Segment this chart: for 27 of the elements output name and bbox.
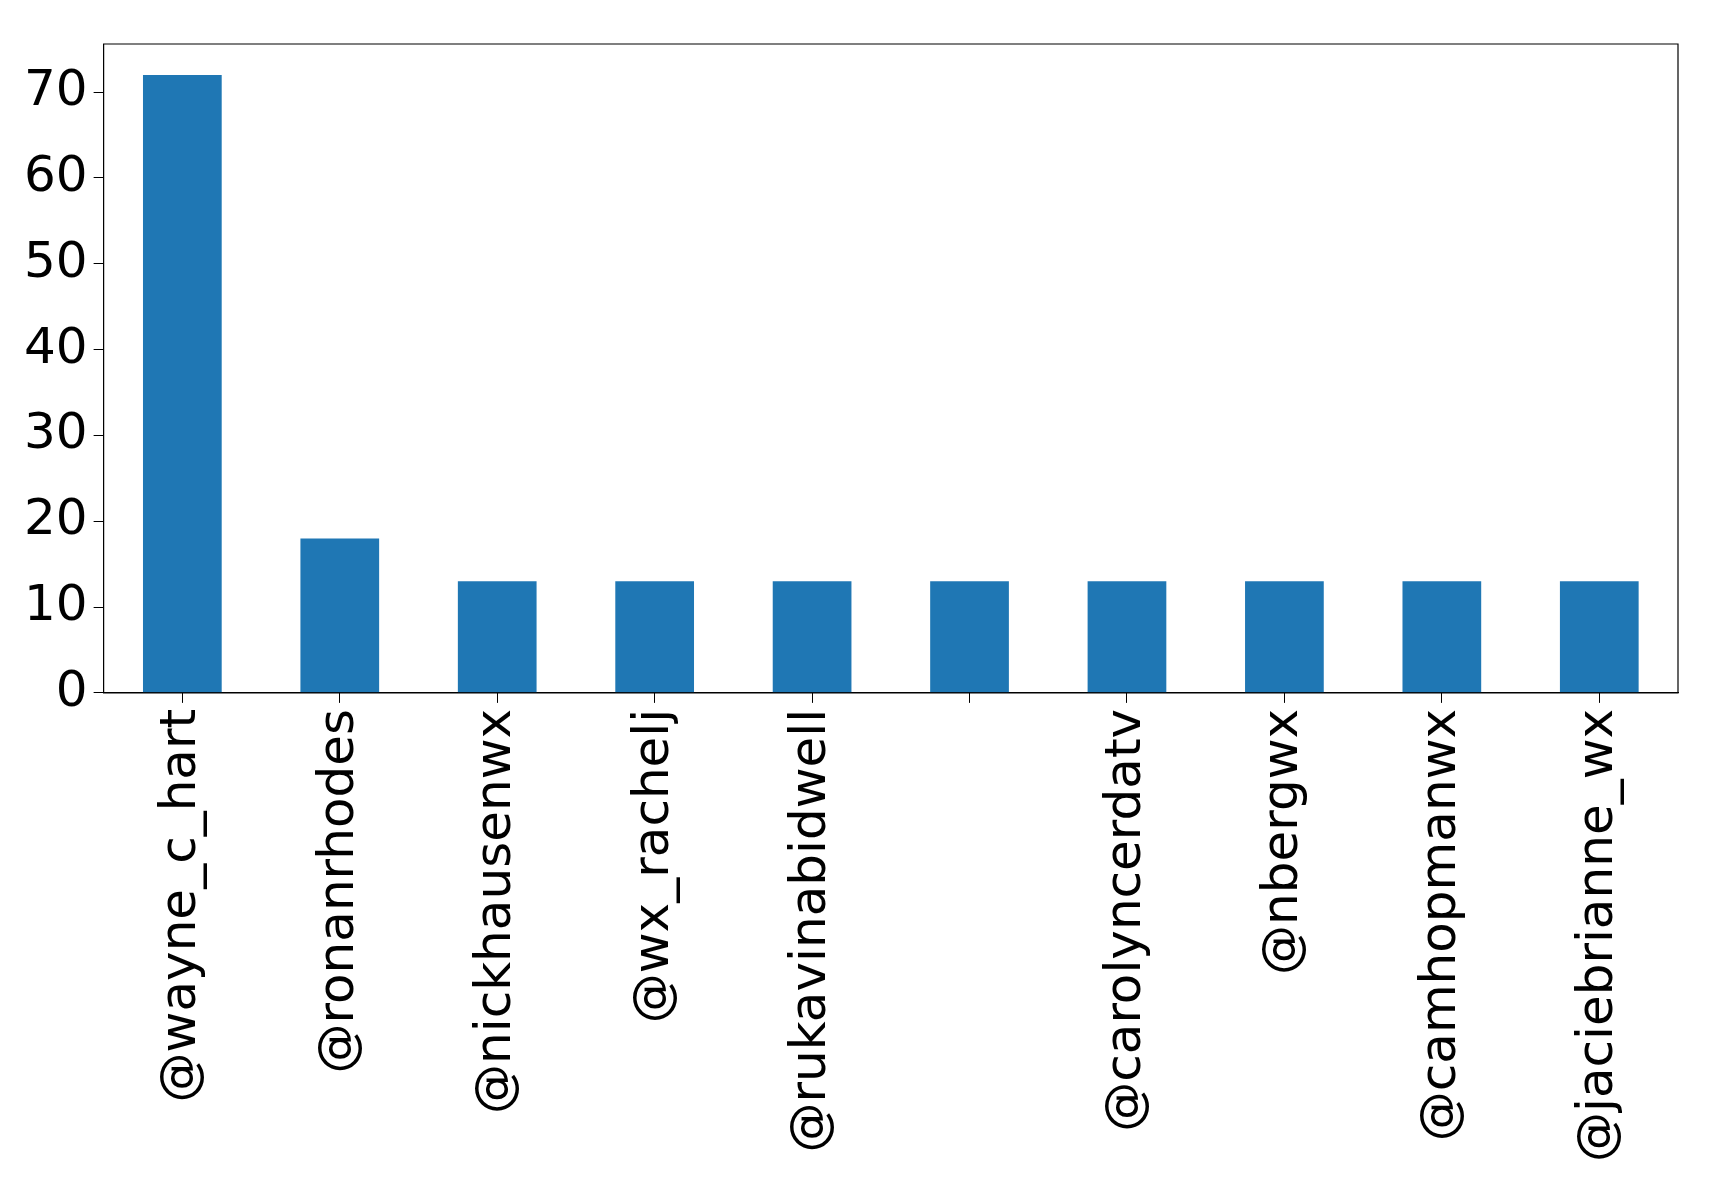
bar	[300, 538, 380, 693]
bar	[142, 74, 222, 693]
x-tick-label: @wx_rachelj	[621, 708, 680, 1024]
x-tick-label: @carolyncerdatv	[1093, 708, 1152, 1132]
x-tick-label: @camhopmanwx	[1408, 708, 1467, 1142]
x-tick-label: @ronanrhodes	[306, 708, 365, 1074]
x-tick-label: @jaciebrianne_wx	[1566, 708, 1625, 1162]
x-tick-label: @nbergwx	[1251, 708, 1310, 975]
y-tick-label: 50	[24, 230, 88, 289]
y-tick-label: 30	[24, 402, 88, 461]
x-tick-label: @nickhausenwx	[464, 708, 523, 1114]
bar	[1245, 581, 1324, 693]
bar	[1402, 581, 1482, 693]
x-tick-label: @wayne_c_hart	[149, 708, 208, 1103]
y-tick-label: 60	[24, 144, 88, 203]
bar	[1559, 581, 1639, 693]
y-tick-label: 0	[55, 659, 88, 718]
bar	[615, 581, 695, 693]
y-tick-label: 40	[24, 316, 88, 375]
y-tick-label: 70	[24, 59, 88, 118]
bar	[772, 581, 852, 693]
y-tick-label: 20	[24, 488, 88, 547]
y-tick-label: 10	[24, 574, 88, 633]
bar	[457, 581, 537, 693]
bar	[930, 581, 1009, 693]
bar	[1087, 581, 1167, 693]
x-tick-label: @rukavinabidwell	[779, 708, 838, 1153]
